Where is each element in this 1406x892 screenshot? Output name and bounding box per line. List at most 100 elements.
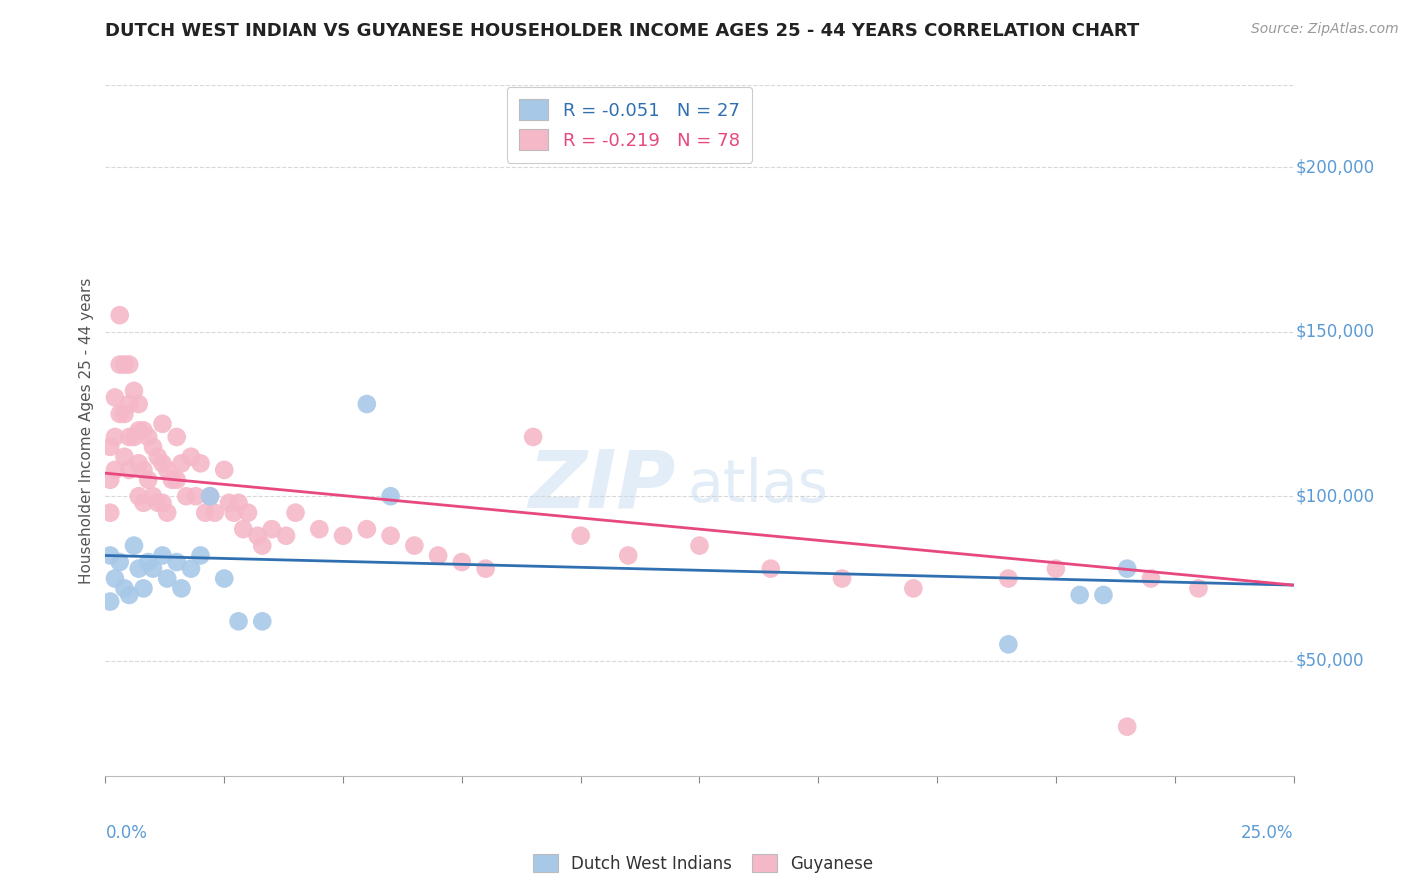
Point — [122, 384, 145, 398]
Point — [132, 463, 155, 477]
Point — [128, 397, 150, 411]
Point — [380, 529, 402, 543]
Point — [98, 549, 121, 563]
Point — [228, 496, 250, 510]
Point — [1140, 572, 1163, 586]
Point — [222, 506, 245, 520]
Point — [142, 440, 165, 454]
Point — [132, 424, 155, 438]
Point — [166, 473, 188, 487]
Text: 25.0%: 25.0% — [1241, 824, 1294, 842]
Point — [404, 539, 426, 553]
Point — [118, 358, 141, 372]
Point — [180, 450, 202, 464]
Point — [136, 430, 159, 444]
Point — [522, 430, 544, 444]
Point — [132, 582, 155, 596]
Point — [474, 562, 496, 576]
Point — [128, 562, 150, 576]
Point — [146, 496, 169, 510]
Y-axis label: Householder Income Ages 25 - 44 years: Householder Income Ages 25 - 44 years — [79, 277, 94, 583]
Point — [152, 549, 174, 563]
Point — [160, 473, 183, 487]
Point — [356, 522, 378, 536]
Point — [98, 440, 121, 454]
Point — [166, 430, 188, 444]
Point — [1116, 562, 1139, 576]
Point — [166, 555, 188, 569]
Point — [108, 308, 131, 322]
Point — [356, 397, 378, 411]
Point — [170, 456, 193, 470]
Text: $100,000: $100,000 — [1296, 487, 1375, 505]
Point — [128, 489, 150, 503]
Point — [1092, 588, 1115, 602]
Point — [114, 407, 136, 421]
Point — [114, 582, 136, 596]
Text: $150,000: $150,000 — [1296, 323, 1375, 341]
Point — [228, 615, 250, 629]
Point — [1045, 562, 1067, 576]
Point — [114, 358, 136, 372]
Point — [198, 489, 221, 503]
Point — [142, 562, 165, 576]
Point — [104, 391, 127, 405]
Point — [190, 456, 212, 470]
Point — [246, 529, 269, 543]
Point — [108, 555, 131, 569]
Point — [128, 424, 150, 438]
Text: $50,000: $50,000 — [1296, 652, 1364, 670]
Point — [98, 506, 121, 520]
Point — [104, 430, 127, 444]
Text: DUTCH WEST INDIAN VS GUYANESE HOUSEHOLDER INCOME AGES 25 - 44 YEARS CORRELATION : DUTCH WEST INDIAN VS GUYANESE HOUSEHOLDE… — [105, 22, 1140, 40]
Point — [450, 555, 472, 569]
Point — [118, 463, 141, 477]
Point — [190, 549, 212, 563]
Point — [617, 549, 640, 563]
Point — [332, 529, 354, 543]
Text: atlas: atlas — [688, 458, 828, 514]
Point — [218, 496, 240, 510]
Point — [136, 555, 159, 569]
Point — [427, 549, 450, 563]
Point — [252, 615, 274, 629]
Point — [152, 417, 174, 431]
Point — [252, 539, 274, 553]
Point — [204, 506, 226, 520]
Point — [689, 539, 711, 553]
Point — [136, 473, 159, 487]
Point — [380, 489, 402, 503]
Legend: R = -0.051   N = 27, R = -0.219   N = 78: R = -0.051 N = 27, R = -0.219 N = 78 — [506, 87, 752, 163]
Point — [569, 529, 592, 543]
Point — [194, 506, 217, 520]
Text: $200,000: $200,000 — [1296, 158, 1375, 176]
Point — [180, 562, 202, 576]
Point — [198, 489, 221, 503]
Point — [903, 582, 925, 596]
Text: 0.0%: 0.0% — [105, 824, 148, 842]
Point — [146, 450, 169, 464]
Point — [1187, 582, 1209, 596]
Point — [122, 539, 145, 553]
Point — [118, 588, 141, 602]
Point — [132, 496, 155, 510]
Point — [104, 463, 127, 477]
Point — [997, 572, 1019, 586]
Point — [997, 637, 1019, 651]
Point — [98, 473, 121, 487]
Point — [152, 496, 174, 510]
Legend: Dutch West Indians, Guyanese: Dutch West Indians, Guyanese — [526, 847, 880, 880]
Point — [236, 506, 259, 520]
Point — [214, 463, 236, 477]
Point — [118, 430, 141, 444]
Point — [152, 456, 174, 470]
Point — [142, 489, 165, 503]
Text: ZIP: ZIP — [529, 447, 676, 524]
Point — [232, 522, 254, 536]
Point — [831, 572, 853, 586]
Point — [156, 463, 179, 477]
Point — [122, 430, 145, 444]
Point — [1069, 588, 1091, 602]
Point — [184, 489, 207, 503]
Point — [98, 594, 121, 608]
